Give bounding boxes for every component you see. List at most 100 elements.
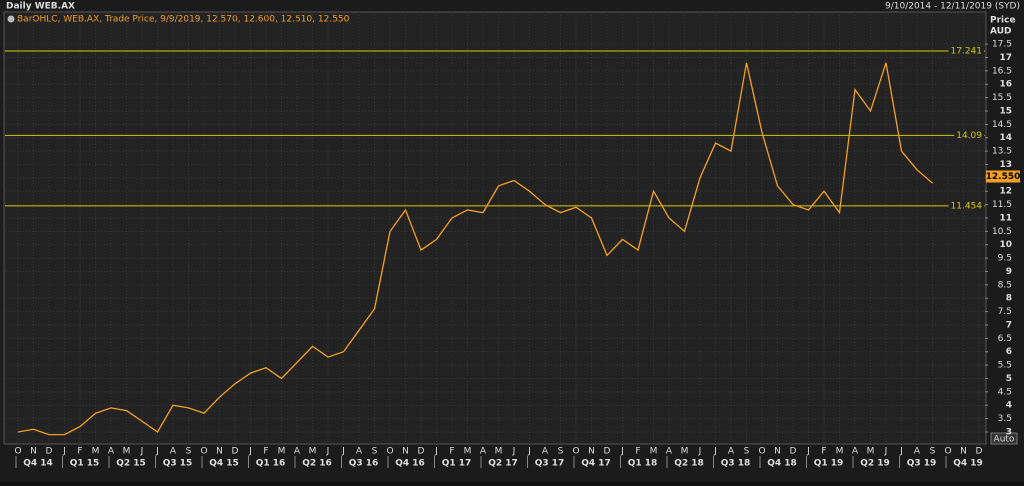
x-tick-label: F (263, 447, 268, 457)
x-tick-label: S (744, 447, 750, 457)
x-tick-label: J (899, 447, 903, 457)
x-tick-label: J (884, 447, 888, 457)
x-tick-label: N (30, 447, 37, 457)
x-tick-label: D (46, 447, 53, 457)
y-tick-label: 14 (999, 133, 1012, 143)
last-price-label: 12.550 (986, 172, 1021, 182)
x-tick-label: N (402, 447, 409, 457)
x-tick-label: J (620, 447, 624, 457)
y-tick-label: 17 (999, 53, 1012, 63)
x-tick-label: D (232, 447, 239, 457)
quarter-label: Q4 14 (23, 459, 53, 469)
quarter-label: Q3 15 (163, 459, 193, 469)
x-tick-label: J (698, 447, 702, 457)
auto-button-label[interactable]: Auto (994, 435, 1015, 445)
legend-icon[interactable] (7, 15, 15, 23)
horizontal-line-label: 14.09 (956, 131, 982, 141)
y-tick-label: 14.5 (992, 120, 1012, 130)
x-tick-label: A (108, 447, 115, 457)
x-tick-label: M (123, 447, 131, 457)
quarter-label: Q3 16 (349, 459, 379, 469)
y-tick-label: 8.5 (998, 280, 1012, 290)
quarter-label: Q1 19 (814, 459, 844, 469)
x-tick-label: S (930, 447, 936, 457)
x-tick-label: M (309, 447, 317, 457)
quarter-label: Q2 18 (674, 459, 704, 469)
x-tick-label: F (821, 447, 826, 457)
axis-title: Price (990, 16, 1016, 26)
x-tick-label: J (140, 447, 144, 457)
x-tick-label: J (512, 447, 516, 457)
x-tick-label: O (14, 447, 21, 457)
quarter-label: Q2 17 (488, 459, 518, 469)
x-tick-label: M (278, 447, 286, 457)
x-tick-label: M (464, 447, 472, 457)
y-tick-label: 7.5 (998, 307, 1012, 317)
x-tick-label: J (62, 447, 66, 457)
y-tick-label: 7 (1006, 320, 1012, 330)
x-tick-label: M (681, 447, 689, 457)
x-tick-label: A (170, 447, 177, 457)
x-tick-label: A (480, 447, 487, 457)
quarter-label: Q4 19 (953, 459, 983, 469)
y-tick-label: 17.5 (992, 40, 1012, 50)
y-tick-label: 11 (999, 213, 1012, 223)
y-tick-label: 4.5 (998, 387, 1012, 397)
x-tick-label: S (186, 447, 192, 457)
x-tick-label: O (944, 447, 951, 457)
x-tick-label: M (867, 447, 875, 457)
legend-text: BarOHLC, WEB.AX, Trade Price, 9/9/2019, … (17, 15, 350, 25)
x-tick-label: D (790, 447, 797, 457)
x-tick-label: J (326, 447, 330, 457)
quarter-label: Q2 19 (860, 459, 890, 469)
y-tick-label: 8 (1006, 294, 1012, 304)
quarter-label: Q4 17 (581, 459, 611, 469)
label-background (948, 46, 984, 57)
auto-button[interactable] (990, 432, 1018, 445)
quarter-label: Q1 15 (70, 459, 100, 469)
y-tick-label: 6 (1006, 347, 1012, 357)
horizontal-line-label: 17.241 (951, 47, 983, 57)
quarter-label: Q3 17 (535, 459, 565, 469)
x-tick-label: J (341, 447, 345, 457)
label-background (948, 201, 985, 212)
x-tick-label: D (604, 447, 611, 457)
quarter-label: Q3 18 (721, 459, 751, 469)
x-tick-label: A (356, 447, 363, 457)
x-tick-label: D (976, 447, 983, 457)
y-tick-label: 3.5 (998, 414, 1012, 424)
y-tick-label: 9.5 (998, 254, 1012, 264)
x-tick-label: A (852, 447, 859, 457)
x-tick-label: M (92, 447, 100, 457)
x-tick-label: N (216, 447, 223, 457)
x-tick-label: J (155, 447, 159, 457)
x-tick-label: J (434, 447, 438, 457)
plot-area (3, 11, 987, 445)
x-tick-label: N (774, 447, 781, 457)
y-tick-label: 4 (1006, 401, 1012, 411)
x-tick-label: A (294, 447, 301, 457)
y-tick-label: 3 (1006, 427, 1012, 437)
y-tick-label: 9 (1006, 267, 1012, 277)
x-tick-label: O (200, 447, 207, 457)
y-tick-label: 16.5 (992, 66, 1012, 76)
y-tick-label: 11.5 (992, 200, 1012, 210)
label-background (954, 130, 985, 141)
quarter-label: Q2 15 (116, 459, 146, 469)
axis-title: AUD (990, 27, 1011, 37)
x-tick-label: M (650, 447, 658, 457)
y-tick-label: 5.5 (998, 361, 1012, 371)
x-tick-label: N (588, 447, 595, 457)
x-tick-label: A (542, 447, 549, 457)
x-tick-label: F (449, 447, 454, 457)
y-tick-label: 10.5 (992, 227, 1012, 237)
quarter-label: Q2 16 (302, 459, 332, 469)
quarter-label: Q3 19 (907, 459, 937, 469)
x-tick-label: S (372, 447, 378, 457)
x-tick-label: A (914, 447, 921, 457)
y-tick-label: 6.5 (998, 334, 1012, 344)
x-tick-label: J (248, 447, 252, 457)
y-tick-label: 15 (999, 106, 1012, 116)
